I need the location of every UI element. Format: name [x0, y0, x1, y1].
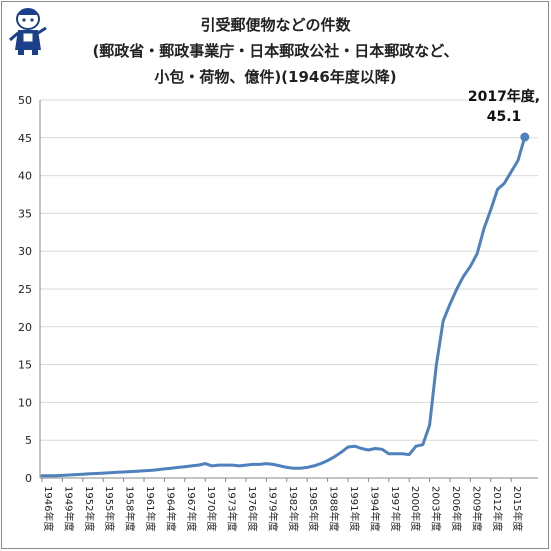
y-tick-label: 20 [18, 321, 32, 334]
x-tick-label: 2009年度 [470, 486, 483, 531]
y-tick-label: 40 [18, 170, 32, 183]
x-tick-label: 2012年度 [491, 486, 504, 531]
y-axis-ticks: 0 5 10 15 20 25 30 35 40 45 50 [18, 94, 32, 485]
x-tick-label: 1982年度 [287, 486, 300, 531]
y-tick-label: 30 [18, 245, 32, 258]
x-tick-label: 1985年度 [307, 486, 320, 531]
chart-title-line-3: 小包・荷物、億件)(1946年度以降) [154, 68, 397, 86]
annotation-label-line-1: 2017年度, [468, 88, 540, 105]
y-tick-label: 15 [18, 359, 32, 372]
annotation-label-line-2: 45.1 [487, 109, 522, 125]
chart-title-line-2: (郵政省・郵政事業庁・日本郵政公社・日本郵政など、 [92, 42, 459, 60]
y-tick-label: 50 [18, 94, 32, 107]
y-tick-label: 10 [18, 396, 32, 409]
x-tick-label: 1991年度 [348, 486, 361, 531]
x-tick-label: 1952年度 [83, 486, 96, 531]
y-tick-label: 0 [25, 472, 32, 485]
x-tick-label: 2015年度 [511, 486, 524, 531]
x-tick-label: 1961年度 [144, 486, 157, 531]
x-tick-label: 2006年度 [450, 486, 463, 531]
x-tick-label: 2003年度 [430, 486, 443, 531]
x-tick-label: 2000年度 [409, 486, 422, 531]
y-tick-label: 5 [25, 434, 32, 447]
mascot-icon [9, 8, 47, 55]
chart-title-line-1: 引受郵便物などの件数 [200, 16, 351, 34]
x-tick-label: 1964年度 [164, 486, 177, 531]
annotation: 2017年度, 45.1 [468, 88, 540, 125]
x-tick-label: 1958年度 [124, 486, 137, 531]
x-tick-label: 1997年度 [389, 486, 402, 531]
gridlines [40, 99, 538, 479]
last-point-marker [520, 132, 530, 142]
x-tick-label: 1979年度 [266, 486, 279, 531]
x-tick-label: 1976年度 [246, 486, 259, 531]
x-tick-label: 1973年度 [226, 486, 239, 531]
x-tick-label: 1946年度 [42, 486, 55, 531]
y-tick-label: 35 [18, 207, 32, 220]
y-tick-label: 25 [18, 283, 32, 296]
axes [39, 100, 538, 482]
x-tick-label: 1967年度 [185, 486, 198, 531]
x-tick-label: 1949年度 [62, 486, 75, 531]
x-tick-label: 1970年度 [205, 486, 218, 531]
y-tick-label: 45 [18, 132, 32, 145]
series-layer [40, 132, 530, 478]
x-tick-label: 1994年度 [368, 486, 381, 531]
x-axis-ticks: 1946年度 1949年度 1952年度 1955年度 1958年度 1961年度 1964… [42, 486, 524, 531]
x-tick-label: 1955年度 [103, 486, 116, 531]
x-tick-label: 1988年度 [328, 486, 341, 531]
series-line [40, 135, 527, 478]
